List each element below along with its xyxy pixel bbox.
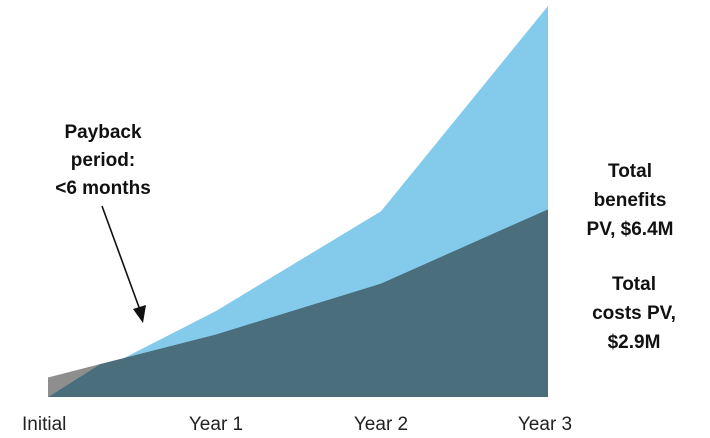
payback-label-line-1: Payback (64, 122, 142, 143)
payback-label-line-3: <6 months (55, 178, 151, 199)
costs-area (48, 209, 548, 397)
costs-label-line-3: $2.9M (608, 332, 661, 353)
x-tick-initial: Initial (22, 414, 66, 435)
x-tick-year-1: Year 1 (189, 414, 243, 435)
payback-arrow-head (133, 305, 146, 323)
costs-annotation: Total costs PV, $2.9M (592, 274, 676, 353)
costs-label-line-1: Total (612, 274, 656, 295)
area-layer (48, 6, 548, 397)
payback-annotation: Payback period: <6 months (55, 122, 151, 323)
x-axis-tick-labels: Initial Year 1 Year 2 Year 3 (22, 414, 572, 435)
costs-label-line-2: costs PV, (592, 303, 676, 324)
benefits-annotation: Total benefits PV, $6.4M (587, 161, 674, 240)
benefits-label-line-3: PV, $6.4M (587, 219, 674, 240)
x-tick-year-2: Year 2 (354, 414, 408, 435)
benefits-label-line-2: benefits (594, 190, 667, 211)
x-tick-year-3: Year 3 (518, 414, 572, 435)
benefits-label-line-1: Total (608, 161, 652, 182)
payback-label-line-2: period: (71, 150, 135, 171)
payback-arrow (101, 205, 141, 311)
